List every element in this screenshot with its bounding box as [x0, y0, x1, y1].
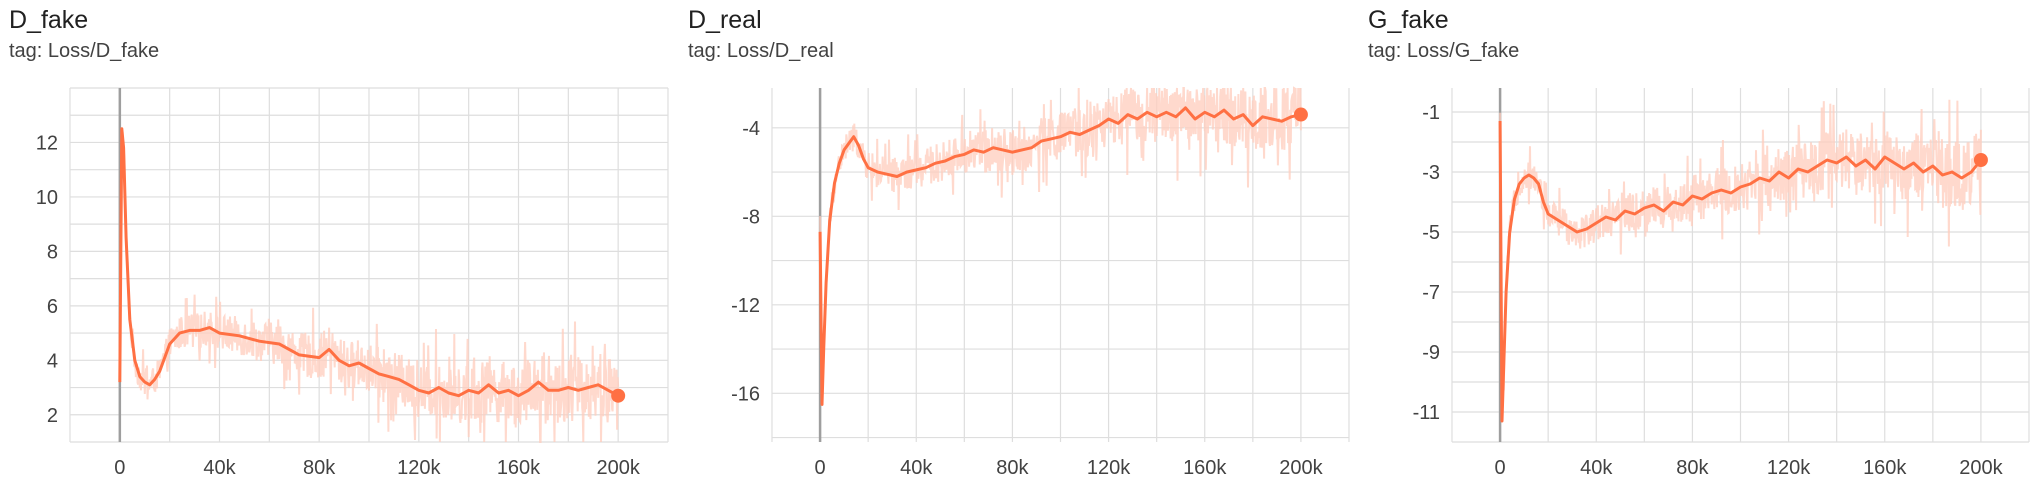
- last-point-marker: [1973, 153, 1988, 167]
- last-point-marker: [611, 388, 626, 403]
- x-tick-label: 80k: [1676, 457, 1709, 479]
- y-tick-label: -7: [1422, 282, 1440, 304]
- x-tick-label: 40k: [900, 457, 933, 479]
- x-tick-label: 200k: [596, 457, 640, 479]
- y-tick-label: -11: [1413, 402, 1440, 424]
- smoothed-series-line: [818, 106, 1302, 406]
- x-tick-label: 120k: [397, 457, 441, 479]
- raw-series-line: [819, 86, 1302, 404]
- chart-card-d-real: D_real tag: Loss/D_real -16 -12 -8 -4 0 40k 80…: [679, 0, 1358, 495]
- y-tick-label: -5: [1422, 222, 1440, 244]
- x-tick-label: 0: [114, 457, 125, 479]
- x-tick-label: 120k: [1087, 457, 1131, 479]
- last-point-marker: [1293, 107, 1308, 122]
- chart-tag: tag: Loss/G_fake: [1368, 40, 1520, 62]
- raw-series-line: [1499, 99, 1982, 402]
- x-tick-label: 80k: [996, 457, 1029, 479]
- chart-plot[interactable]: -16 -12 -8 -4 0 40k 80k 120k 160k 200k: [679, 0, 1358, 495]
- raw-series-line: [118, 131, 620, 443]
- y-tick-label: 6: [47, 296, 58, 318]
- y-tick-label: -1: [1422, 102, 1440, 124]
- chart-title: D_real: [688, 6, 762, 34]
- y-tick-label: 10: [36, 187, 58, 209]
- chart-tag: tag: Loss/D_fake: [9, 40, 160, 62]
- y-tick-label: -8: [742, 206, 760, 228]
- y-tick-label: -3: [1422, 162, 1440, 184]
- x-tick-label: 0: [815, 457, 826, 479]
- x-tick-label: 0: [1495, 457, 1506, 479]
- x-tick-label: 200k: [1279, 457, 1323, 479]
- chart-card-d-fake: D_fake tag: Loss/D_fake 2 4 6 8 10 12 0 40k 80k 1…: [0, 0, 679, 495]
- chart-plot[interactable]: 2 4 6 8 10 12 0 40k 80k 120k 160k 200k: [0, 0, 679, 495]
- x-tick-label: 160k: [1183, 457, 1227, 479]
- y-tick-label: 4: [47, 350, 58, 372]
- y-tick-label: -4: [742, 118, 760, 140]
- y-tick-label: 8: [47, 241, 58, 263]
- x-tick-label: 160k: [497, 457, 541, 479]
- chart-plot[interactable]: -11 -9 -7 -5 -3 -1 0 40k 80k 120k 160k 200k: [1359, 0, 2038, 495]
- chart-tag: tag: Loss/D_real: [688, 40, 834, 62]
- chart-title: D_fake: [9, 6, 89, 34]
- x-tick-label: 200k: [1959, 457, 2003, 479]
- y-tick-label: -12: [731, 295, 760, 317]
- y-tick-label: 12: [36, 132, 58, 154]
- x-tick-label: 120k: [1767, 457, 1811, 479]
- smoothed-series-line: [1498, 120, 1983, 423]
- chart-card-g-fake: G_fake tag: Loss/G_fake -11 -9 -7 -5 -3 -1 0 40…: [1359, 0, 2038, 495]
- x-tick-label: 80k: [303, 457, 336, 479]
- smoothed-series-line: [118, 127, 619, 398]
- y-tick-label: -16: [731, 383, 760, 405]
- y-tick-label: 2: [47, 405, 58, 427]
- x-tick-label: 40k: [1580, 457, 1613, 479]
- y-tick-label: -9: [1422, 342, 1440, 364]
- chart-title: G_fake: [1368, 6, 1449, 34]
- x-tick-label: 160k: [1863, 457, 1907, 479]
- x-tick-label: 40k: [203, 457, 236, 479]
